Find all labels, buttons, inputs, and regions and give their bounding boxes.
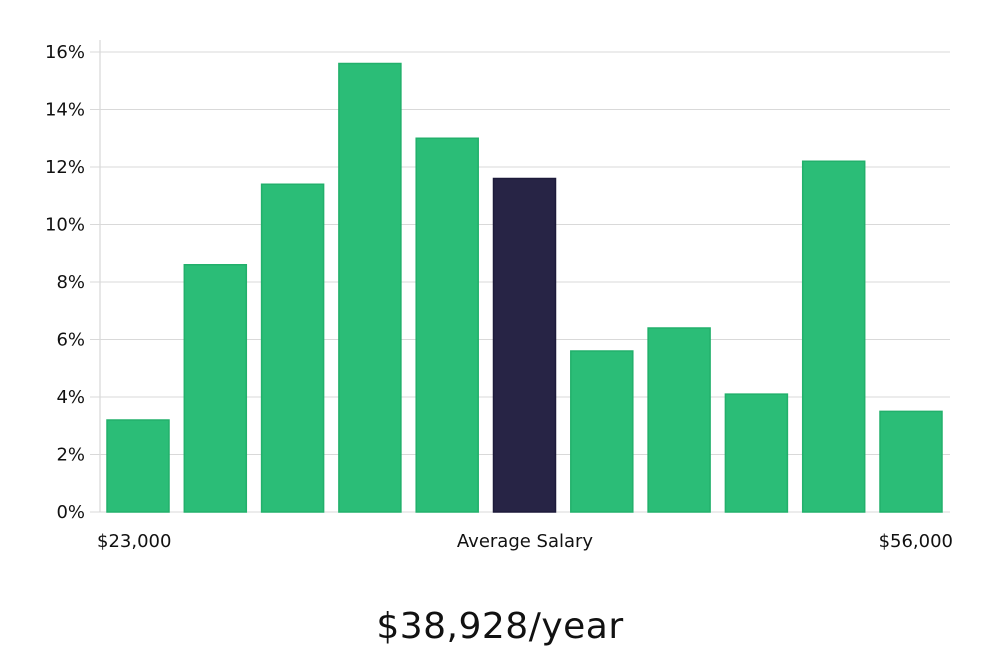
- bar-9: [724, 393, 789, 513]
- x-label-max: $56,000: [879, 531, 953, 552]
- bar-average-salary: [492, 177, 557, 513]
- bar-4: [338, 62, 402, 513]
- y-tick-label-0: 0%: [56, 502, 85, 523]
- bar-11: [879, 410, 943, 513]
- bar-8: [647, 327, 711, 513]
- bars: [106, 62, 943, 513]
- y-tick-label-2: 2%: [56, 445, 85, 466]
- y-tick-label-8: 8%: [56, 272, 85, 293]
- x-axis: $23,000 Average Salary $56,000: [97, 531, 953, 552]
- salary-histogram: 0% 2% 4% 6% 8% 10% 12% 14% 16% $23,000 Average S…: [45, 40, 953, 552]
- bar-2: [183, 264, 248, 513]
- bar-5: [415, 137, 479, 513]
- y-tick-label-14: 14%: [45, 100, 85, 121]
- y-tick-label-4: 4%: [56, 387, 85, 408]
- x-label-average: Average Salary: [457, 531, 594, 552]
- y-axis: 0% 2% 4% 6% 8% 10% 12% 14% 16%: [45, 42, 85, 523]
- y-tick-label-16: 16%: [45, 42, 85, 63]
- bar-7: [570, 350, 634, 513]
- average-salary-value: $38,928/year: [376, 606, 624, 647]
- bar-10: [801, 160, 866, 513]
- y-tick-label-6: 6%: [56, 330, 85, 351]
- x-label-min: $23,000: [97, 531, 171, 552]
- y-tick-label-10: 10%: [45, 215, 85, 236]
- y-tick-label-12: 12%: [45, 157, 85, 178]
- bar-1: [106, 419, 170, 513]
- bar-3: [260, 183, 325, 513]
